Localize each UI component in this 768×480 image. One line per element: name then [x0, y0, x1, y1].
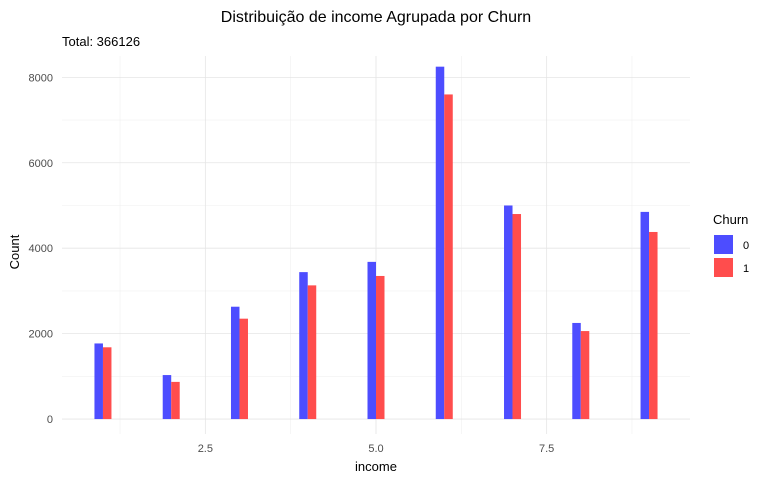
bars-group [94, 66, 658, 420]
chart-title: Distribuição de income Agrupada por Chur… [221, 9, 531, 26]
bar-churn-1 [171, 381, 180, 420]
y-tick-label: 0 [47, 414, 53, 426]
x-tick-label: 2.5 [198, 443, 213, 455]
bar-churn-1 [580, 331, 590, 420]
bar-churn-1 [307, 285, 317, 420]
bar-churn-0 [162, 375, 172, 420]
bar-churn-0 [299, 272, 308, 420]
legend-label-0: 0 [743, 240, 749, 252]
bar-churn-0 [572, 322, 581, 420]
y-tick-label: 4000 [29, 243, 53, 255]
bar-churn-0 [230, 306, 240, 420]
bar-churn-1 [239, 318, 248, 420]
bar-churn-1 [376, 275, 385, 420]
chart-subtitle: Total: 366126 [62, 34, 140, 49]
legend-swatch-0 [714, 235, 733, 254]
bar-churn-0 [640, 211, 650, 420]
x-axis-ticks: 2.5 5.0 7.5 [198, 443, 555, 455]
x-axis-title: income [355, 459, 397, 474]
legend-label-1: 1 [743, 263, 749, 275]
bar-churn-1 [512, 214, 522, 420]
bar-churn-1 [102, 347, 112, 420]
y-tick-label: 2000 [29, 329, 53, 341]
legend-swatch-1 [714, 258, 733, 277]
y-tick-label: 8000 [29, 72, 53, 84]
legend: Churn 0 1 [713, 212, 749, 277]
bar-churn-1 [444, 94, 453, 420]
x-tick-label: 5.0 [368, 443, 383, 455]
y-axis-title: Count [7, 234, 22, 269]
bar-churn-0 [435, 66, 445, 420]
bar-churn-0 [94, 343, 103, 420]
bar-churn-1 [649, 231, 658, 420]
x-tick-label: 7.5 [539, 443, 554, 455]
bar-churn-0 [504, 205, 513, 420]
y-axis-ticks: 0 2000 4000 6000 8000 [29, 72, 53, 426]
y-tick-label: 6000 [29, 158, 53, 170]
bar-churn-0 [367, 261, 376, 420]
legend-title: Churn [713, 212, 748, 227]
